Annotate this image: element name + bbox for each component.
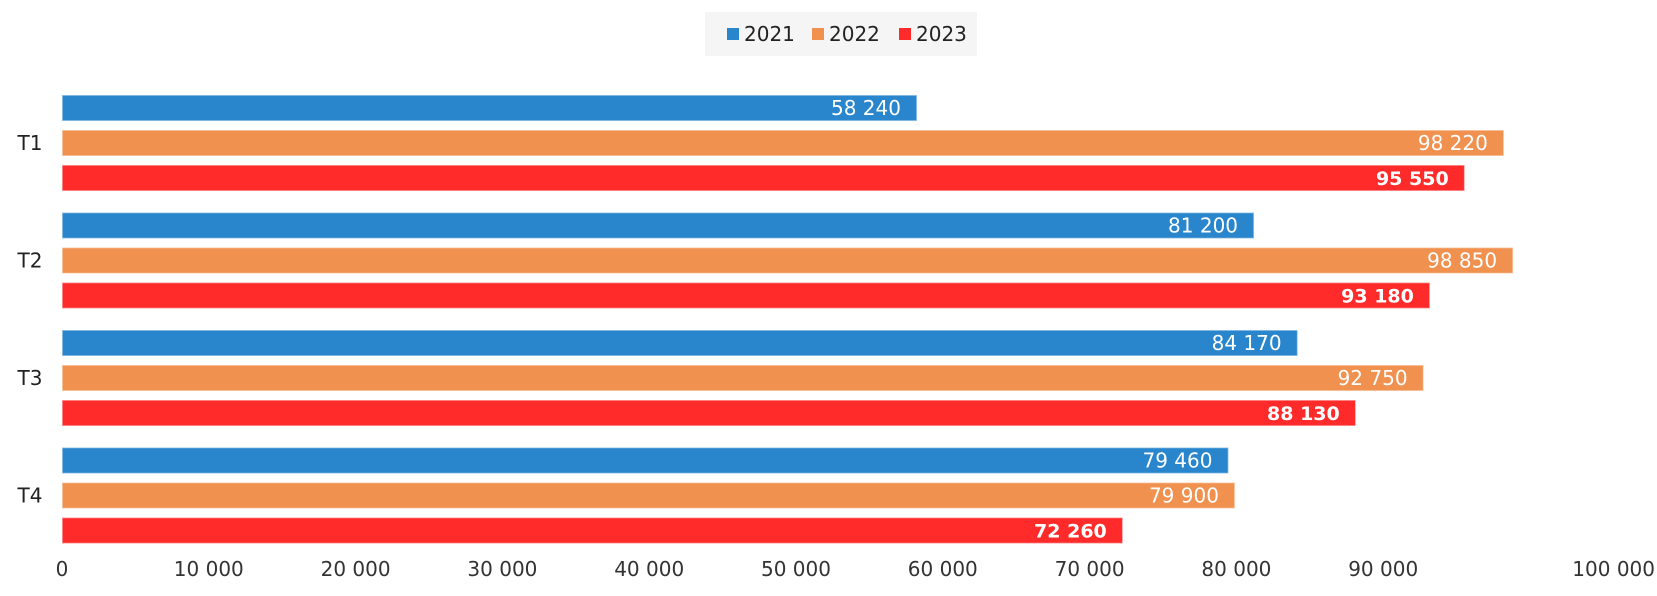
bar-T3-2021[interactable]	[61, 329, 1299, 357]
bar-T3-2023[interactable]	[61, 399, 1357, 427]
data-label-T4-2022: 79 900	[1149, 484, 1219, 508]
legend-swatch-2021	[727, 28, 739, 40]
legend-item-2021[interactable]: 2021	[727, 22, 795, 46]
x-tick-label: 70 000	[1055, 557, 1125, 581]
bar-T1-2022[interactable]	[61, 129, 1505, 157]
legend-label-2021: 2021	[744, 22, 795, 46]
data-label-T1-2022: 98 220	[1418, 131, 1488, 155]
bar-T1-2023[interactable]	[61, 164, 1466, 192]
legend-label-2023: 2023	[916, 22, 967, 46]
bar-group-T1: T1 58 240 98 220 95 550	[17, 94, 1505, 192]
bar-T2-2021[interactable]	[61, 211, 1255, 240]
data-label-T2-2022: 98 850	[1427, 249, 1497, 273]
bar-group-T3: T3 84 170 92 750 88 130	[17, 329, 1425, 427]
x-tick-label: 90 000	[1348, 557, 1418, 581]
legend-background	[705, 12, 977, 56]
x-tick-label: 40 000	[614, 557, 684, 581]
bar-T4-2022[interactable]	[61, 481, 1236, 510]
x-tick-label: 80 000	[1201, 557, 1271, 581]
data-label-T3-2023: 88 130	[1267, 403, 1340, 425]
category-label-T2: T2	[17, 249, 43, 273]
legend-label-2022: 2022	[829, 22, 880, 46]
bar-T2-2022[interactable]	[61, 246, 1514, 275]
data-label-T4-2021: 79 460	[1142, 449, 1212, 473]
bar-T3-2022[interactable]	[61, 364, 1425, 392]
x-tick-label: 30 000	[467, 557, 537, 581]
category-label-T3: T3	[17, 366, 43, 390]
x-tick-label: 60 000	[908, 557, 978, 581]
bar-group-T2: T2 81 200 98 850 93 180	[17, 211, 1514, 310]
data-label-T3-2021: 84 170	[1212, 331, 1282, 355]
legend-swatch-2023	[899, 28, 911, 40]
x-tick-label: 0	[56, 557, 69, 581]
x-tick-label: 20 000	[321, 557, 391, 581]
bar-T2-2023[interactable]	[61, 281, 1431, 310]
data-label-T1-2023: 95 550	[1376, 168, 1449, 190]
category-label-T4: T4	[17, 484, 43, 508]
x-tick-label: 50 000	[761, 557, 831, 581]
bar-T4-2023[interactable]	[61, 516, 1124, 545]
data-label-T3-2022: 92 750	[1338, 366, 1408, 390]
bar-group-T4: T4 79 460 79 900 72 260	[17, 446, 1236, 545]
legend-item-2023[interactable]: 2023	[899, 22, 967, 46]
data-label-T1-2021: 58 240	[831, 96, 901, 120]
x-tick-label: 100 000	[1572, 557, 1655, 581]
data-label-T2-2023: 93 180	[1341, 286, 1414, 308]
legend-swatch-2022	[812, 28, 824, 40]
data-label-T2-2021: 81 200	[1168, 214, 1238, 238]
category-label-T1: T1	[17, 131, 43, 155]
bar-T1-2021[interactable]	[61, 94, 918, 122]
data-label-T4-2023: 72 260	[1034, 521, 1107, 543]
legend-item-2022[interactable]: 2022	[812, 22, 880, 46]
chart-legend: 2021 2022 2023	[705, 12, 977, 56]
x-axis: 0 10 000 20 000 30 000 40 000 50 000 60 000 70 …	[56, 557, 1655, 581]
x-tick-label: 10 000	[174, 557, 244, 581]
bar-T4-2021[interactable]	[61, 446, 1230, 475]
